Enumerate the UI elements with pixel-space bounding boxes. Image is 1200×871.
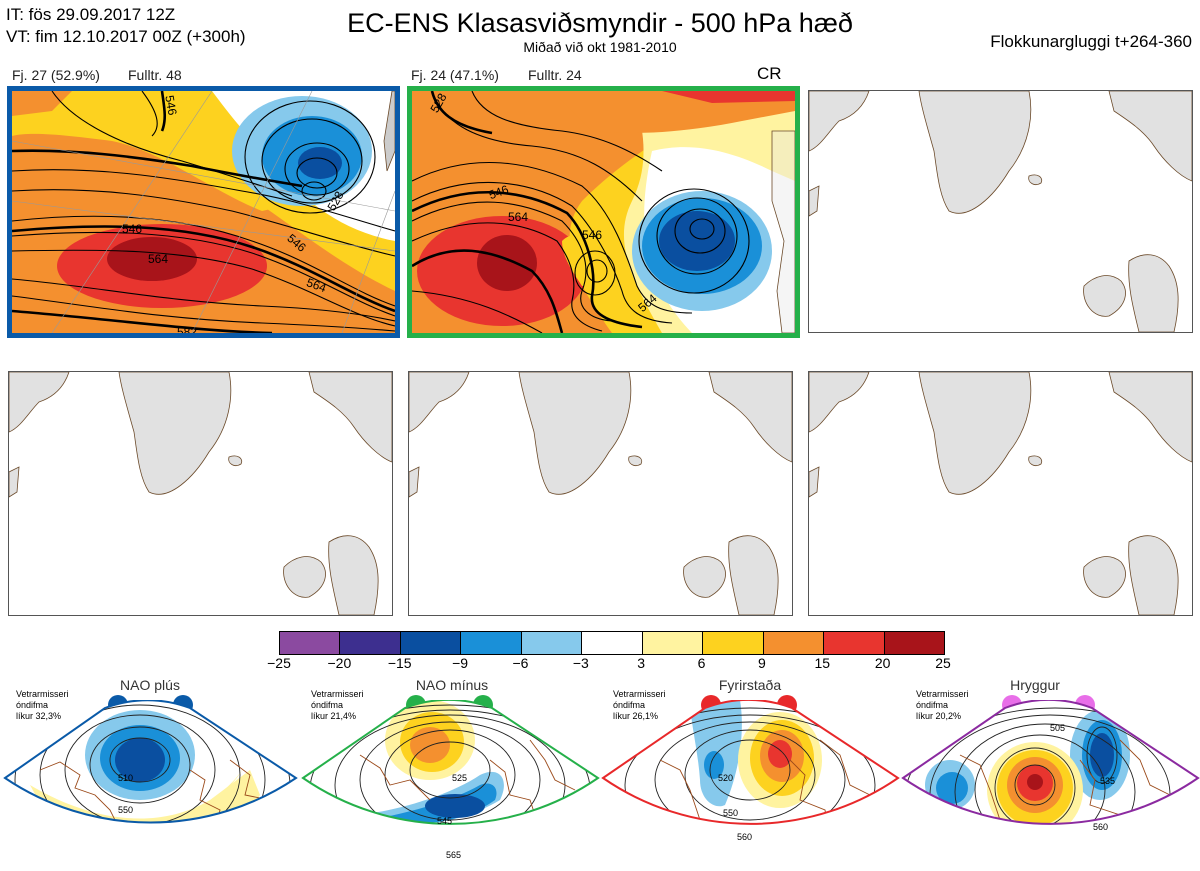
colorbar-segment [521, 632, 583, 654]
cluster-2-contour-label: 546 [582, 228, 602, 242]
regime-3-contour-label: 520 [718, 773, 733, 783]
regime-2-contour-label: 545 [437, 816, 452, 826]
regime-info-line: Vetrarmisseri [916, 689, 969, 699]
page-subtitle: Miðað við okt 1981-2010 [523, 39, 677, 55]
regime-1-contour-label: 550 [118, 805, 133, 815]
page-title: EC-ENS Klasasviðsmyndir - 500 hPa hæð [347, 8, 853, 38]
colorbar-segment [280, 632, 341, 654]
cluster-1-label: Fj. 27 (52.9%) [12, 67, 100, 83]
empty-cluster-map-6 [808, 371, 1193, 616]
colorbar-segment [400, 632, 462, 654]
classification-window: Flokkunargluggi t+264-360 [990, 32, 1192, 51]
colorbar-segment [884, 632, 944, 654]
background-map [809, 91, 1192, 332]
initial-time: IT: fös 29.09.2017 12Z [6, 5, 176, 24]
colorbar-tick-label: 3 [637, 655, 646, 671]
regime-maps: 510 550 525 545 565 [3, 700, 1200, 860]
colorbar-tick-label: −9 [452, 655, 469, 671]
regime-info-line: óndifma [311, 700, 344, 710]
cluster-1-contour-label: 564 [305, 275, 329, 295]
regime-3-info: Vetrarmisseri óndifma líkur 26,1% [613, 689, 666, 722]
regime-3-contour-label: 550 [723, 808, 738, 818]
colorbar-segment [642, 632, 704, 654]
regime-4-contour-label: 505 [1050, 723, 1065, 733]
cluster-1-anomaly-map: 546 564 546 564 582 528 546 [12, 91, 395, 333]
colorbar-segment [763, 632, 825, 654]
regime-3-contour-label: 560 [737, 832, 752, 842]
background-map [809, 372, 1192, 615]
regime-info-line: líkur 26,1% [613, 711, 659, 721]
colorbar-tick-label: 15 [814, 655, 831, 671]
regime-info-line: líkur 32,3% [16, 711, 62, 721]
regime-1-title: NAO plús [120, 677, 180, 693]
regime-2-map [303, 700, 598, 824]
colorbar-segment [703, 632, 764, 654]
cluster-map-1: 546 564 546 564 582 528 546 [7, 86, 400, 338]
regime-info-line: Vetrarmisseri [16, 689, 69, 699]
cr-label: CR [757, 64, 782, 83]
cluster-1-contour-label: 546 [122, 222, 142, 236]
regime-4-info: Vetrarmisseri óndifma líkur 20,2% [916, 689, 969, 722]
colorbar-segment [461, 632, 522, 654]
empty-cluster-map-5 [408, 371, 793, 616]
cluster-2-contour-label: 564 [508, 210, 528, 224]
regime-4-contour-label: 560 [1093, 822, 1108, 832]
regime-2-contour-label: 525 [452, 773, 467, 783]
colorbar-tick-label: −15 [387, 655, 412, 671]
regime-info-line: óndifma [16, 700, 49, 710]
regime-info-line: líkur 21,4% [311, 711, 357, 721]
regime-info-line: Vetrarmisseri [311, 689, 364, 699]
regime-2-contour-label: 565 [446, 850, 461, 860]
regime-info-line: óndifma [613, 700, 646, 710]
colorbar-segment [340, 632, 401, 654]
valid-time: VT: fim 12.10.2017 00Z (+300h) [6, 27, 246, 46]
colorbar-ticks: −25 −20 −15 −9 −6 −3 3 6 9 15 20 25 [267, 655, 951, 675]
cluster-1-contour-label: 546 [162, 94, 179, 116]
cluster-map-2: 546 564 546 564 528 [407, 86, 800, 338]
cluster-2-anomaly-map: 546 564 546 564 528 [412, 91, 795, 333]
colorbar-tick-label: −6 [512, 655, 529, 671]
regime-2-title: NAO mínus [415, 677, 489, 693]
empty-cluster-map-4 [8, 371, 393, 616]
header-times: IT: fös 29.09.2017 12Z VT: fim 12.10.201… [6, 4, 246, 48]
cluster-2-label: Fj. 24 (47.1%) [411, 67, 499, 83]
colorbar-tick-label: −3 [572, 655, 589, 671]
cluster-2-contour-label: 546 [487, 182, 511, 202]
regime-info-line: Vetrarmisseri [613, 689, 666, 699]
regime-1-contour-label: 510 [118, 773, 133, 783]
regime-info-line: óndifma [916, 700, 949, 710]
regime-1-info: Vetrarmisseri óndifma líkur 32,3% [16, 689, 69, 722]
cluster-1-contour-label: 564 [148, 252, 168, 266]
colorbar-tick-label: −25 [267, 655, 291, 671]
cluster-1-representative: Fulltr. 48 [128, 67, 182, 83]
colorbar [279, 631, 945, 655]
regime-info-line: líkur 20,2% [916, 711, 962, 721]
regime-2-info: Vetrarmisseri óndifma líkur 21,4% [311, 689, 364, 722]
colorbar-tick-label: 6 [697, 655, 706, 671]
regime-1-map [5, 700, 296, 823]
colorbar-segment [824, 632, 885, 654]
colorbar-tick-label: 25 [935, 655, 951, 671]
regime-3-map [603, 700, 898, 824]
colorbar-segment [582, 632, 643, 654]
cluster-1-contour-label: 582 [177, 325, 197, 333]
empty-cluster-map-3 [808, 90, 1193, 333]
background-map [9, 372, 392, 615]
background-map [409, 372, 792, 615]
colorbar-tick-label: 9 [758, 655, 766, 671]
cluster-2-representative: Fulltr. 24 [528, 67, 582, 83]
regime-4-contour-label: 535 [1100, 776, 1115, 786]
colorbar-tick-label: 20 [874, 655, 891, 671]
regime-3-title: Fyrirstaða [718, 677, 782, 693]
regime-4-title: Hryggur [1010, 677, 1060, 693]
colorbar-tick-label: −20 [327, 655, 352, 671]
